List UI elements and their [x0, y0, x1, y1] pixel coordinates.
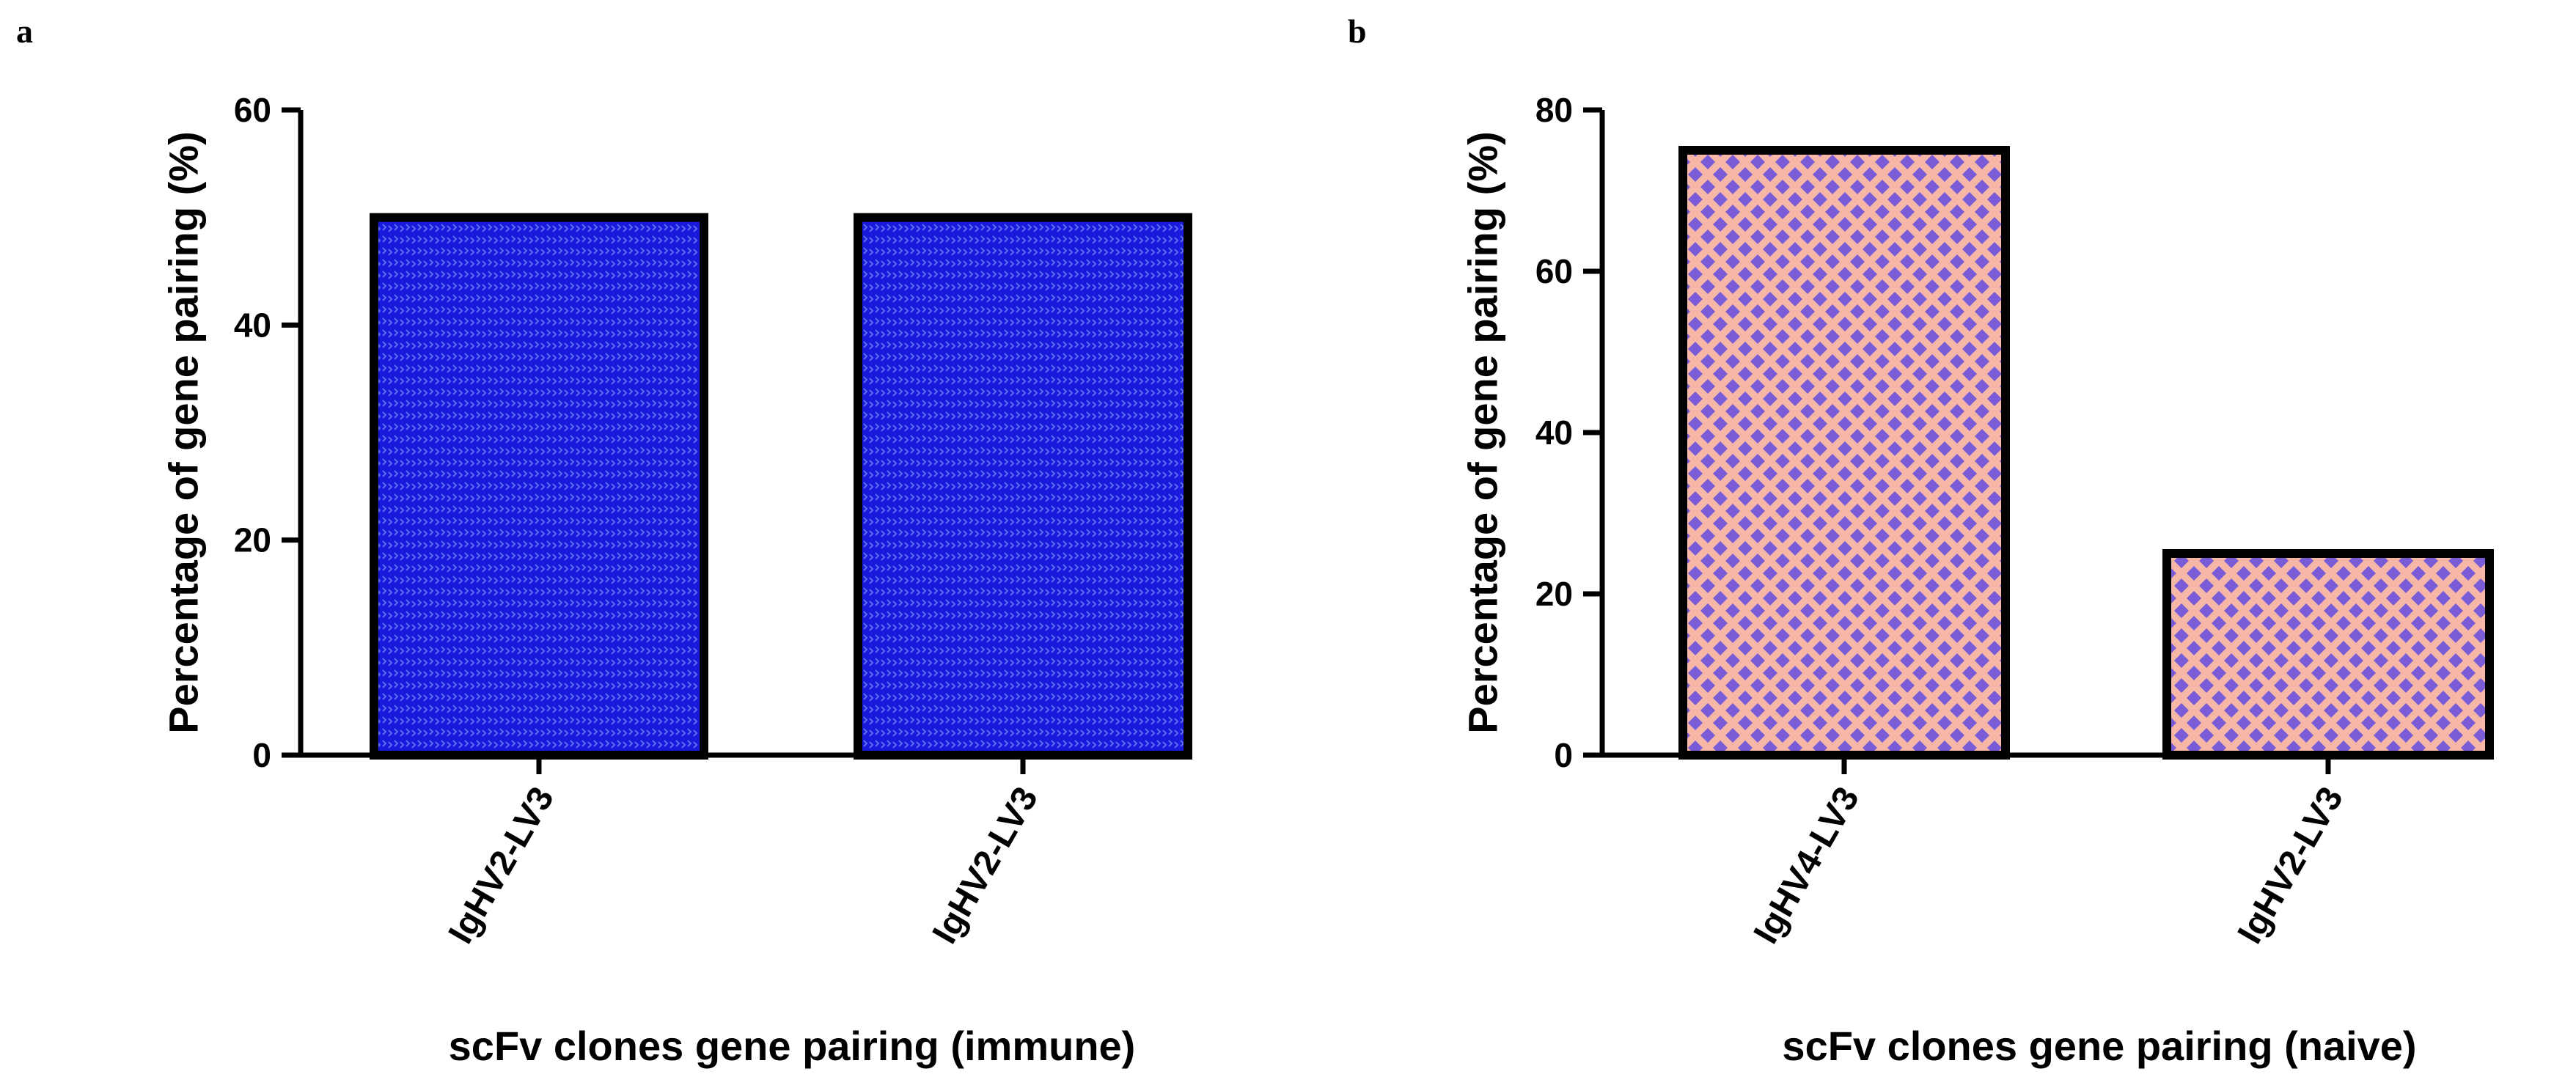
- panel-a-y-tick-label: 60: [234, 91, 271, 129]
- panel-a-x-category-label: IgHV2-LV3: [925, 781, 1046, 950]
- panel-b-y-tick-label: 40: [1535, 413, 1573, 452]
- panel-a-y-axis-title: Percentage of gene pairing (%): [161, 131, 207, 734]
- panel-b-y-tick-label: 0: [1554, 736, 1573, 774]
- panel-a-x-axis-title: scFv clones gene pairing (immune): [449, 1023, 1136, 1069]
- panel-b-y-tick-label: 60: [1535, 252, 1573, 290]
- panel-b-y-tick-label: 20: [1535, 575, 1573, 613]
- panel-b-bars: [1678, 146, 2494, 760]
- panel-a-y-tick-label: 40: [234, 306, 271, 344]
- panel-b-bar-2: [2162, 549, 2494, 760]
- panel-b-bar-1: [1678, 146, 2010, 760]
- panel-b-y-axis-title: Percentage of gene pairing (%): [1460, 131, 1506, 734]
- panel-a-chart: Percentage of gene pairing (%) scFv clon…: [161, 91, 1192, 1069]
- panel-a-letter: a: [16, 12, 33, 50]
- panel-a-y-tick-label: 20: [234, 521, 271, 559]
- panel-b-chart: Percentage of gene pairing (%) scFv clon…: [1460, 91, 2494, 1069]
- panel-b-y-tick-label: 80: [1535, 91, 1573, 129]
- panel-a-bars: [370, 213, 1192, 760]
- panel-b-letter: b: [1348, 12, 1367, 50]
- panel-b-x-axis-title: scFv clones gene pairing (naive): [1782, 1023, 2416, 1069]
- panel-a-bar-1: [370, 213, 708, 760]
- panel-b-x-category-label: IgHV4-LV3: [1747, 781, 1867, 950]
- panel-a-bar-2: [854, 213, 1192, 760]
- panel-b-x-category-label: IgHV2-LV3: [2231, 781, 2351, 950]
- panel-a-x-category-label: IgHV2-LV3: [441, 781, 562, 950]
- panel-a-y-tick-label: 0: [252, 736, 271, 774]
